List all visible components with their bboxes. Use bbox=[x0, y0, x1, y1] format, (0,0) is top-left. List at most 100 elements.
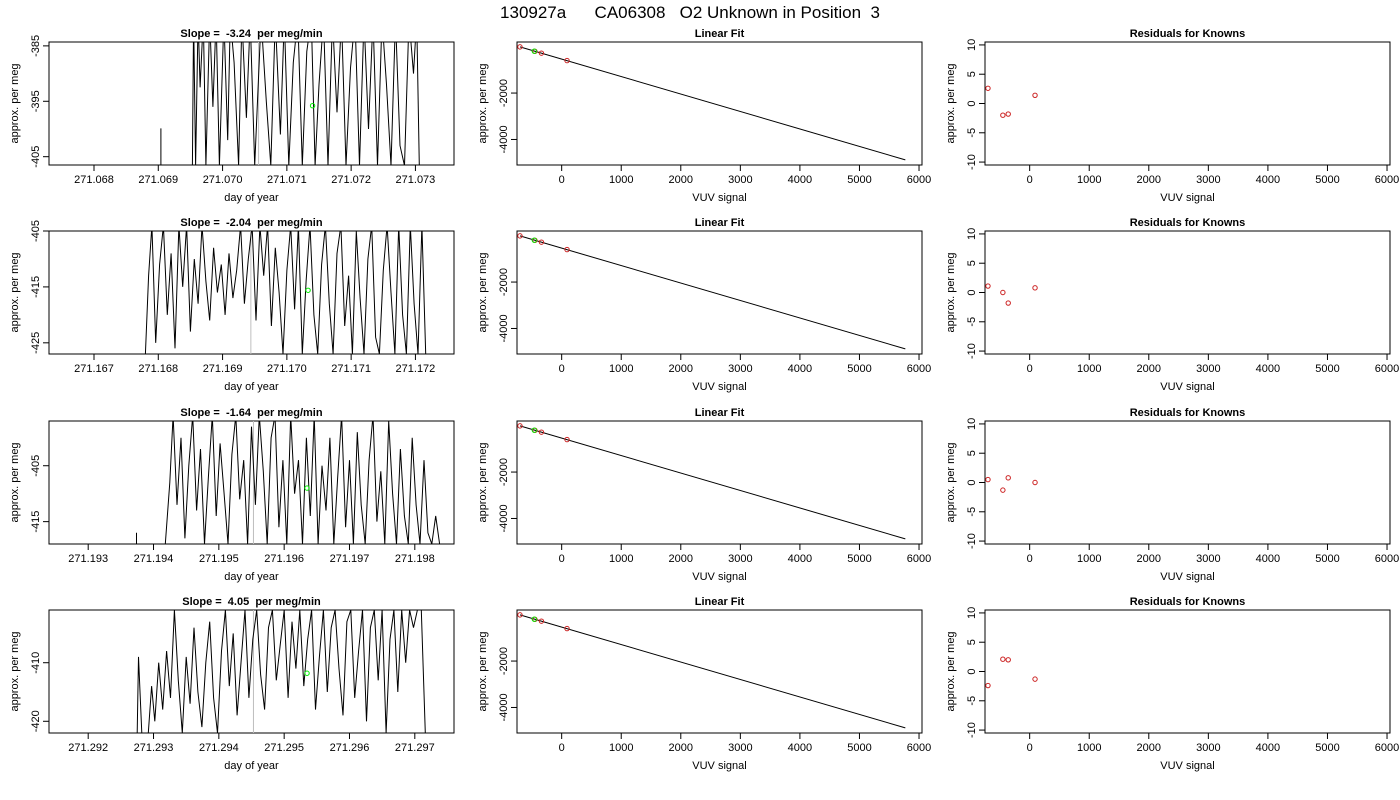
unknown-point bbox=[531, 427, 537, 433]
y-tick-label: -4000 bbox=[498, 125, 510, 153]
x-tick-label: 3000 bbox=[1196, 363, 1220, 375]
x-tick-label: 4000 bbox=[788, 174, 812, 186]
x-tick-label: 4000 bbox=[788, 553, 812, 565]
plot-area bbox=[517, 612, 906, 729]
x-tick-label: 271.292 bbox=[68, 742, 108, 754]
x-tick-label: 0 bbox=[559, 363, 565, 375]
plot-area bbox=[517, 423, 906, 540]
plot-frame bbox=[984, 609, 1391, 734]
known-point bbox=[564, 246, 570, 253]
known-point bbox=[517, 423, 523, 429]
x-tick-label: 3000 bbox=[728, 363, 752, 375]
x-tick-label: 271.168 bbox=[138, 363, 178, 375]
x-tick-label: 2000 bbox=[1137, 553, 1161, 565]
x-tick-label: 271.193 bbox=[68, 553, 108, 565]
x-tick-label: 6000 bbox=[1375, 742, 1399, 754]
x-tick-label: 3000 bbox=[728, 553, 752, 565]
y-tick-label: 0 bbox=[966, 668, 978, 674]
x-axis-label: day of year bbox=[224, 381, 279, 393]
y-tick-label: -5 bbox=[966, 507, 978, 517]
y-axis-label: approx. per meg bbox=[9, 631, 21, 711]
unknown-point bbox=[531, 48, 537, 54]
x-tick-label: 271.071 bbox=[267, 174, 307, 186]
x-tick-label: 6000 bbox=[1375, 174, 1399, 186]
x-tick-label: 271.294 bbox=[199, 742, 239, 754]
panel-title: Slope = -3.24 per meg/min bbox=[180, 28, 322, 40]
known-point bbox=[538, 618, 545, 624]
plot-area bbox=[517, 44, 906, 161]
x-tick-label: 271.296 bbox=[330, 742, 370, 754]
known-point bbox=[517, 233, 523, 239]
residual-point bbox=[985, 476, 991, 483]
x-tick-label: 271.194 bbox=[134, 553, 174, 565]
known-point bbox=[564, 625, 570, 632]
x-axis-label: VUV signal bbox=[692, 760, 746, 772]
y-tick-label: -4000 bbox=[498, 693, 510, 721]
y-axis-label: approx. per meg bbox=[9, 63, 21, 143]
known-point bbox=[538, 239, 545, 245]
panel-title: Linear Fit bbox=[695, 28, 745, 40]
y-tick-label: -10 bbox=[966, 154, 978, 170]
x-tick-label: 1000 bbox=[1077, 363, 1101, 375]
unknown-point bbox=[309, 103, 316, 109]
timeseries-panel-row-1: Slope = -3.24 per meg/min day of year appr… bbox=[9, 28, 455, 204]
plot-frame bbox=[48, 609, 455, 734]
x-axis-label: VUV signal bbox=[1160, 192, 1214, 204]
panel-title: Residuals for Knowns bbox=[1130, 28, 1246, 40]
plot-frame bbox=[48, 420, 455, 545]
panel-title: Residuals for Knowns bbox=[1130, 217, 1246, 229]
y-tick-label: -2000 bbox=[498, 458, 510, 486]
y-tick-label: -405 bbox=[30, 455, 42, 477]
fit-panel-row-4: Linear Fit VUV signal approx. per meg 0 1000… bbox=[477, 596, 931, 772]
plot-area bbox=[136, 421, 441, 544]
x-tick-label: 271.196 bbox=[264, 553, 304, 565]
x-tick-label: 6000 bbox=[907, 742, 931, 754]
x-tick-label: 271.297 bbox=[395, 742, 435, 754]
y-tick-label: -4000 bbox=[498, 314, 510, 342]
residual-point bbox=[1000, 112, 1006, 118]
plot-area bbox=[144, 231, 427, 354]
y-tick-label: -415 bbox=[30, 511, 42, 533]
x-tick-label: 3000 bbox=[728, 174, 752, 186]
y-tick-label: 10 bbox=[966, 607, 978, 619]
x-tick-label: 2000 bbox=[669, 553, 693, 565]
y-axis-label: approx. per meg bbox=[477, 631, 489, 711]
series-line bbox=[144, 231, 427, 354]
x-tick-label: 271.072 bbox=[331, 174, 371, 186]
x-tick-label: 2000 bbox=[1137, 363, 1161, 375]
y-axis-label: approx. per meg bbox=[477, 442, 489, 522]
fit-panel-row-1: Linear Fit VUV signal approx. per meg 0 1000… bbox=[477, 28, 931, 204]
y-tick-label: 0 bbox=[966, 479, 978, 485]
timeseries-panel-row-2: Slope = -2.04 per meg/min day of year appr… bbox=[9, 217, 455, 393]
residual-point bbox=[1005, 475, 1011, 481]
panel-title: Slope = 4.05 per meg/min bbox=[182, 596, 321, 608]
residual-point bbox=[1000, 656, 1006, 662]
plot-area bbox=[985, 85, 1038, 118]
residual-point bbox=[1005, 657, 1011, 663]
y-tick-label: -425 bbox=[30, 332, 42, 354]
x-tick-label: 5000 bbox=[1315, 174, 1339, 186]
plot-frame bbox=[984, 230, 1391, 355]
y-tick-label: 5 bbox=[966, 450, 978, 456]
x-tick-label: 3000 bbox=[1196, 742, 1220, 754]
y-tick-label: -10 bbox=[966, 533, 978, 549]
x-axis-label: VUV signal bbox=[692, 192, 746, 204]
figure-title: 130927a CA06308 O2 Unknown in Position 3 bbox=[500, 3, 880, 22]
x-tick-label: 5000 bbox=[847, 742, 871, 754]
x-tick-label: 271.070 bbox=[203, 174, 243, 186]
x-tick-label: 5000 bbox=[847, 363, 871, 375]
residual-point bbox=[1032, 676, 1038, 682]
residuals-panel-row-1: Residuals for Knowns VUV signal approx. pe… bbox=[945, 28, 1399, 204]
y-tick-label: -5 bbox=[966, 696, 978, 706]
y-tick-label: -5 bbox=[966, 317, 978, 327]
plot-frame bbox=[516, 230, 923, 355]
known-point bbox=[517, 612, 523, 618]
x-axis-label: VUV signal bbox=[1160, 381, 1214, 393]
known-point bbox=[538, 429, 545, 435]
x-tick-label: 5000 bbox=[1315, 553, 1339, 565]
panel-title: Linear Fit bbox=[695, 596, 745, 608]
x-tick-label: 4000 bbox=[788, 363, 812, 375]
x-tick-label: 271.197 bbox=[330, 553, 370, 565]
x-tick-label: 2000 bbox=[1137, 174, 1161, 186]
x-tick-label: 271.169 bbox=[203, 363, 243, 375]
